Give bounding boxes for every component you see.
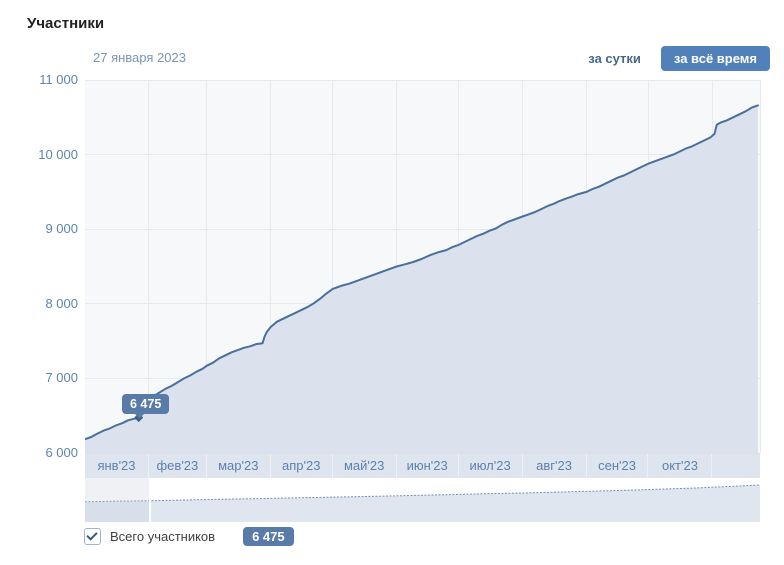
x-axis-tick-label: сен'23 <box>587 454 649 478</box>
x-axis-tick-label: фев'23 <box>149 454 207 478</box>
h-gridline <box>85 80 760 81</box>
legend-checkbox[interactable] <box>84 528 101 545</box>
x-axis-tick-label: май'23 <box>333 454 397 478</box>
navigator-line <box>84 484 761 503</box>
tooltip: 6 475 <box>122 394 170 414</box>
y-axis-tick-label: 7 000 <box>45 370 78 386</box>
legend-label: Всего участников <box>110 529 216 544</box>
v-gridline <box>270 80 272 453</box>
series-area-fill <box>85 105 758 453</box>
x-axis-tick-label: авг'23 <box>523 454 587 478</box>
v-gridline <box>206 80 208 453</box>
y-axis-tick-label: 11 000 <box>39 72 78 87</box>
x-axis-tick-label: янв'23 <box>85 454 149 478</box>
range-switcher: за сутки за всё время <box>586 46 770 71</box>
legend-value-badge: 6 475 <box>243 527 294 546</box>
y-axis-tick-label: 8 000 <box>45 295 78 311</box>
x-axis: янв'23 фев'23 мар'23 апр'23 май'23 июн'23 июл'… <box>85 453 760 478</box>
v-gridline <box>332 80 334 453</box>
h-gridline <box>85 228 760 230</box>
navigator-area-fill <box>85 485 760 522</box>
tooltip-value: 6 475 <box>130 397 162 411</box>
legend-item-total-members[interactable]: Всего участников 6 475 <box>84 527 294 546</box>
range-button-daily[interactable]: за сутки <box>586 47 643 70</box>
y-axis-tick-label: 6 000 <box>45 445 78 460</box>
navigator-chart[interactable] <box>84 478 761 522</box>
v-gridline <box>148 80 150 453</box>
series-line <box>85 104 759 441</box>
navigator-mask[interactable] <box>85 478 151 522</box>
x-axis-tick-label: июл'23 <box>459 454 523 478</box>
page-title: Участники <box>27 15 105 32</box>
h-gridline <box>85 154 760 156</box>
hovered-date-label: 27 января 2023 <box>93 50 186 65</box>
x-axis-tick-label: мар'23 <box>207 454 271 478</box>
y-axis-tick-label: 9 000 <box>45 221 78 237</box>
plot-area[interactable] <box>85 80 761 454</box>
y-axis-tick-label: 10 000 <box>38 146 78 162</box>
x-axis-tick-label: апр'23 <box>271 454 333 478</box>
range-button-alltime[interactable]: за всё время <box>660 46 770 71</box>
x-axis-tick-label: июн'23 <box>397 454 459 478</box>
x-axis-empty-cell <box>712 454 759 478</box>
checkmark-icon <box>86 529 98 541</box>
x-axis-tick-label: окт'23 <box>648 454 713 478</box>
